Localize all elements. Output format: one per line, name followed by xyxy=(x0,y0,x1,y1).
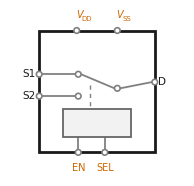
Bar xyxy=(39,31,155,152)
Circle shape xyxy=(114,28,120,33)
Circle shape xyxy=(152,79,158,85)
Circle shape xyxy=(75,150,81,155)
Text: V: V xyxy=(117,9,123,20)
Circle shape xyxy=(36,93,42,99)
Circle shape xyxy=(75,71,81,77)
Text: EN: EN xyxy=(72,163,85,173)
Text: V: V xyxy=(76,9,82,20)
Text: S1: S1 xyxy=(23,69,36,79)
Bar xyxy=(63,109,131,137)
Text: D: D xyxy=(158,77,166,87)
Text: S2: S2 xyxy=(23,91,36,101)
Circle shape xyxy=(102,150,108,155)
Circle shape xyxy=(114,86,120,91)
Circle shape xyxy=(75,93,81,99)
Text: SEL: SEL xyxy=(96,163,114,173)
Circle shape xyxy=(36,71,42,77)
Text: SS: SS xyxy=(122,16,131,22)
Text: Decoder: Decoder xyxy=(75,118,119,128)
Text: DD: DD xyxy=(82,16,92,22)
Circle shape xyxy=(74,28,80,33)
